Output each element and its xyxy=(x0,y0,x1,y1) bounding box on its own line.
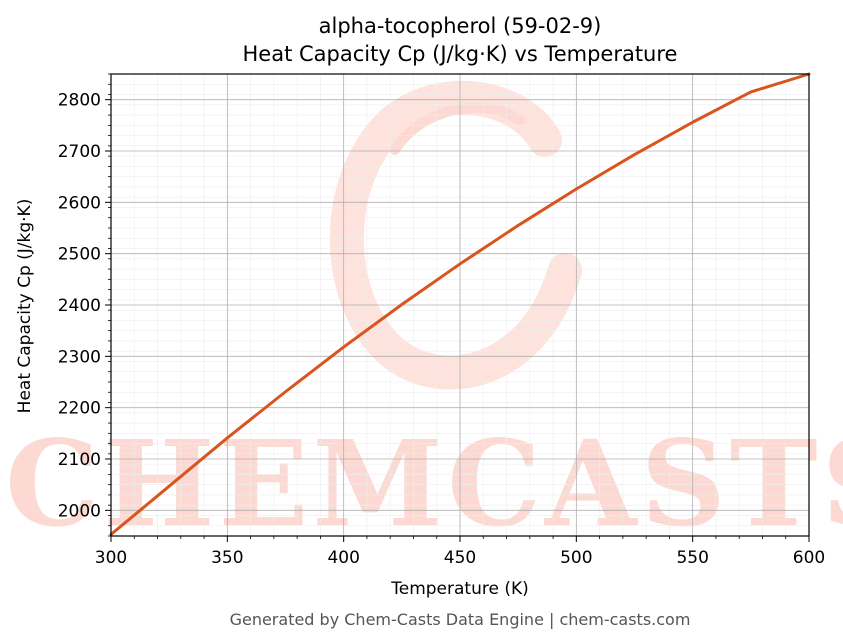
y-tick-label: 2400 xyxy=(58,296,101,316)
x-tick-label: 400 xyxy=(327,548,359,568)
chart-title: alpha-tocopherol (59-02-9) xyxy=(319,14,602,38)
y-axis-ticks: 2000 2100 2200 2300 2400 2500 2600 2700 2800 xyxy=(58,73,111,537)
y-tick-label: 2500 xyxy=(58,245,101,265)
y-axis-label: Heat Capacity Cp (J/kg·K) xyxy=(15,199,35,414)
watermark-swirl-accent xyxy=(390,102,525,155)
series-layer xyxy=(109,72,811,536)
y-tick-label: 2200 xyxy=(58,399,101,419)
y-tick-label: 2100 xyxy=(58,450,101,470)
x-tick-label: 300 xyxy=(95,548,127,568)
x-tick-label: 350 xyxy=(211,548,243,568)
y-tick-label: 2700 xyxy=(58,142,101,162)
x-tick-label: 600 xyxy=(793,548,825,568)
x-tick-label: 500 xyxy=(560,548,592,568)
watermark-text: CHEMCASTS xyxy=(5,414,843,553)
chart-subtitle: Heat Capacity Cp (J/kg·K) vs Temperature xyxy=(243,42,678,66)
x-axis-ticks: 300 350 400 450 500 550 600 xyxy=(95,536,825,568)
y-tick-label: 2600 xyxy=(58,193,101,213)
y-tick-label: 2800 xyxy=(58,91,101,111)
footer-credit: Generated by Chem-Casts Data Engine | ch… xyxy=(230,610,691,629)
x-tick-label: 450 xyxy=(444,548,476,568)
chemcasts-watermark: CHEMCASTS xyxy=(5,80,843,553)
y-tick-label: 2000 xyxy=(58,501,101,521)
x-axis-label: Temperature (K) xyxy=(390,579,529,599)
series-line-0 xyxy=(109,72,811,536)
x-tick-label: 550 xyxy=(676,548,708,568)
y-tick-label: 2300 xyxy=(58,347,101,367)
watermark-swirl xyxy=(329,80,582,390)
